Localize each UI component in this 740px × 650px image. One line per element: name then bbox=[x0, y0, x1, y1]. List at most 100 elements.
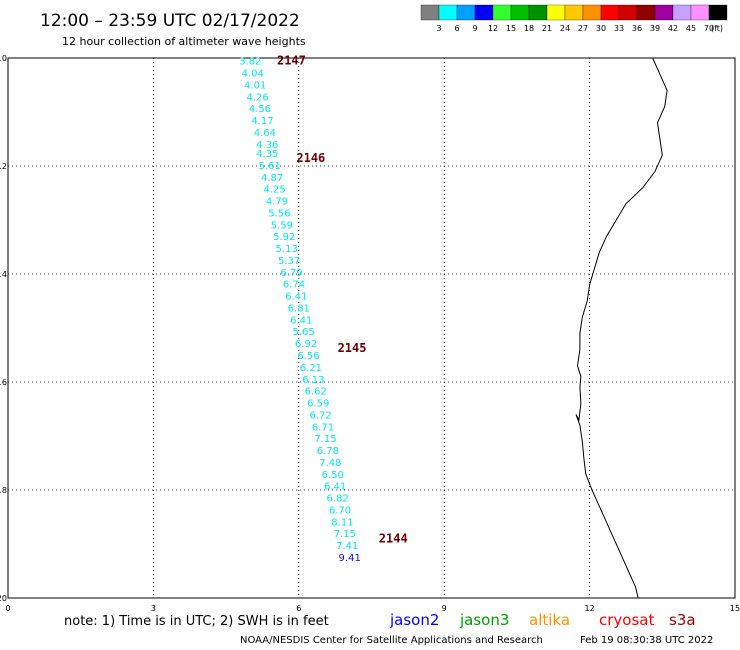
swh-value: 9.41 bbox=[339, 553, 361, 564]
satellite-label: jason2 bbox=[389, 611, 439, 629]
swh-value: 6.41 bbox=[290, 315, 312, 326]
swh-value: 4.64 bbox=[254, 128, 276, 139]
swh-value: 7.41 bbox=[336, 541, 358, 552]
satellite-label: jason3 bbox=[459, 611, 509, 629]
footer-credit: NOAA/NESDIS Center for Satellite Applica… bbox=[240, 635, 543, 646]
axis-tick-labels: 0 3 6 9 12 15 -10 -12 -14 -16 -18 -20 bbox=[0, 54, 740, 613]
time-label: 2146 bbox=[296, 151, 325, 165]
swh-value: 7.15 bbox=[314, 434, 336, 445]
legend-label: 21 bbox=[542, 24, 552, 33]
legend-label: 18 bbox=[524, 24, 534, 33]
coastline-africa bbox=[575, 57, 668, 599]
graticule bbox=[8, 58, 735, 598]
x-tick-label: 6 bbox=[296, 604, 301, 613]
x-tick-label: 9 bbox=[442, 604, 447, 613]
swh-value: 6.59 bbox=[307, 399, 329, 410]
swh-value: 6.78 bbox=[317, 446, 339, 457]
legend-label: 12 bbox=[488, 24, 498, 33]
swh-value: 5.92 bbox=[273, 232, 295, 243]
swh-value: 6.62 bbox=[305, 387, 327, 398]
swh-value: 6.71 bbox=[312, 422, 334, 433]
swh-value: 8.11 bbox=[331, 517, 353, 528]
legend-swatch bbox=[438, 4, 458, 21]
legend-label: 39 bbox=[650, 24, 660, 33]
legend-label: 3 bbox=[436, 24, 441, 33]
footer-note: note: 1) Time is in UTC; 2) SWH is in fe… bbox=[64, 614, 329, 629]
legend-swatch bbox=[564, 4, 584, 21]
swh-value: 4.01 bbox=[244, 80, 266, 91]
swh-value: 6.72 bbox=[309, 410, 331, 421]
map-frame bbox=[7, 57, 736, 599]
legend-swatch bbox=[690, 4, 710, 21]
legend-label: 27 bbox=[578, 24, 588, 33]
legend-label: 70 bbox=[704, 24, 714, 33]
swh-value: 7.15 bbox=[334, 529, 356, 540]
swh-value: 6.81 bbox=[288, 303, 310, 314]
swh-value: 6.92 bbox=[295, 339, 317, 350]
x-tick-label: 3 bbox=[151, 604, 156, 613]
swh-value: 5.13 bbox=[276, 244, 298, 255]
swh-value: 5.56 bbox=[268, 208, 290, 219]
legend-swatch bbox=[474, 4, 494, 21]
swh-value: 6.13 bbox=[302, 375, 324, 386]
legend-label: 33 bbox=[614, 24, 624, 33]
swh-value: 6.50 bbox=[322, 470, 344, 481]
satellite-label: altika bbox=[529, 611, 570, 629]
legend-unit: (ft) bbox=[711, 24, 723, 33]
time-label: 2144 bbox=[379, 532, 408, 546]
swh-value: 4.56 bbox=[249, 104, 271, 115]
swh-value: 5.61 bbox=[259, 161, 281, 172]
legend-swatch bbox=[420, 4, 440, 21]
satellite-legend: jason2 jason3 altika cryosat s3a bbox=[389, 611, 696, 629]
legend-swatch bbox=[672, 4, 692, 21]
swh-value: 6.74 bbox=[283, 280, 305, 291]
legend-label: 30 bbox=[596, 24, 606, 33]
swh-value: 3.82 bbox=[239, 57, 261, 68]
legend-swatch bbox=[618, 4, 638, 21]
legend-swatch bbox=[600, 4, 620, 21]
x-tick-label: 0 bbox=[5, 604, 10, 613]
y-tick-label: -18 bbox=[0, 486, 7, 495]
legend-swatch bbox=[708, 4, 728, 21]
swh-value: 5.65 bbox=[293, 327, 315, 338]
swh-value: 6.41 bbox=[285, 292, 307, 303]
satellite-label: cryosat bbox=[599, 611, 654, 629]
legend-swatch bbox=[510, 4, 530, 21]
legend-label: 45 bbox=[686, 24, 696, 33]
x-tick-label: 15 bbox=[730, 604, 740, 613]
swh-value: 4.79 bbox=[266, 197, 288, 208]
time-label: 2147 bbox=[277, 54, 306, 68]
x-tick-label: 12 bbox=[585, 604, 595, 613]
swh-value: 6.70 bbox=[329, 505, 351, 516]
map-subtitle: 12 hour collection of altimeter wave hei… bbox=[62, 35, 306, 48]
legend-label: 15 bbox=[506, 24, 516, 33]
legend-swatch bbox=[636, 4, 656, 21]
legend-swatch bbox=[582, 4, 602, 21]
legend-swatch bbox=[456, 4, 476, 21]
swh-value: 6.56 bbox=[297, 351, 319, 362]
swh-value: 7.48 bbox=[319, 458, 341, 469]
y-tick-label: -10 bbox=[0, 54, 7, 63]
swh-value: 6.21 bbox=[300, 363, 322, 374]
legend-swatch bbox=[492, 4, 512, 21]
swh-value: 4.17 bbox=[251, 116, 273, 127]
legend-label: 36 bbox=[632, 24, 642, 33]
swh-value: 4.36 bbox=[256, 140, 278, 151]
swh-value: 4.25 bbox=[263, 185, 285, 196]
cryosat-track: 3.824.044.014.264.564.174.644.364.355.61… bbox=[239, 57, 361, 564]
swh-value: 4.35 bbox=[256, 149, 278, 160]
y-tick-label: -20 bbox=[0, 594, 7, 603]
footer-timestamp: Feb 19 08:30:38 UTC 2022 bbox=[580, 635, 713, 646]
swh-value: 4.04 bbox=[242, 69, 264, 80]
legend-label: 42 bbox=[668, 24, 678, 33]
y-tick-label: -12 bbox=[0, 162, 7, 171]
legend-swatch bbox=[546, 4, 566, 21]
legend-label: 9 bbox=[472, 24, 477, 33]
swh-value: 4.26 bbox=[246, 92, 268, 103]
track-time-labels: 2147 2146 2145 2144 bbox=[277, 54, 408, 546]
color-legend: 3 6 9 12 15 18 21 24 27 30 33 36 39 42 45 70 bbox=[420, 4, 728, 33]
swh-value: 6.41 bbox=[324, 482, 346, 493]
swh-value: 5.59 bbox=[271, 220, 293, 231]
time-label: 2145 bbox=[338, 341, 367, 355]
